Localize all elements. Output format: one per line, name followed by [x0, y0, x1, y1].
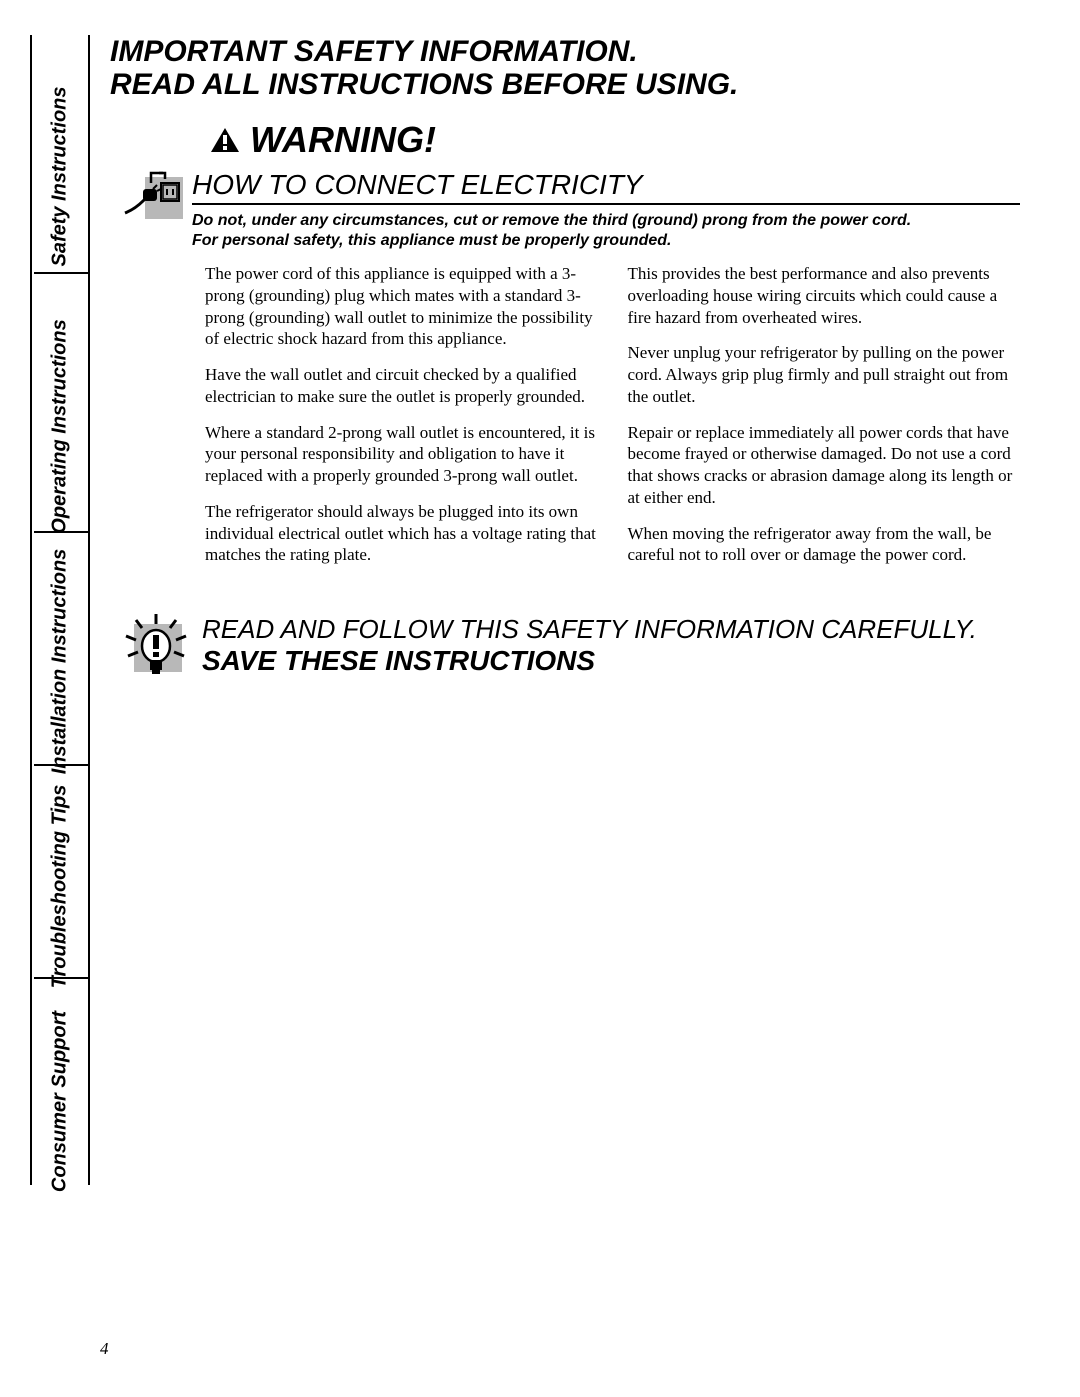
body-paragraph: This provides the best performance and a… — [628, 263, 1021, 328]
body-paragraph: Where a standard 2-prong wall outlet is … — [205, 422, 598, 487]
column-right: This provides the best performance and a… — [628, 263, 1021, 580]
body-paragraph: Never unplug your refrigerator by pullin… — [628, 342, 1021, 407]
save-line-1: READ AND FOLLOW THIS SAFETY INFORMATION … — [202, 615, 1020, 645]
body-columns: The power cord of this appliance is equi… — [205, 263, 1020, 580]
warning-text: WARNING! — [250, 119, 436, 161]
tab-consumer-support: Consumer Support — [49, 1011, 72, 1192]
section-title-electricity: HOW TO CONNECT ELECTRICITY — [192, 169, 1020, 205]
body-paragraph: The power cord of this appliance is equi… — [205, 263, 598, 350]
column-left: The power cord of this appliance is equi… — [205, 263, 598, 580]
tab-operating-instructions: Operating Instructions — [49, 319, 72, 533]
tab-divider — [34, 272, 88, 274]
warning-triangle-icon — [210, 127, 240, 153]
header-line-2: READ ALL INSTRUCTIONS BEFORE USING. — [110, 68, 1020, 101]
section-save-instructions: READ AND FOLLOW THIS SAFETY INFORMATION … — [110, 608, 1020, 684]
tab-troubleshooting-tips: Troubleshooting Tips — [49, 785, 72, 989]
save-line-2: SAVE THESE INSTRUCTIONS — [202, 645, 1020, 677]
page-number: 4 — [100, 1339, 109, 1359]
section-subtitle-1: Do not, under any circumstances, cut or … — [192, 211, 1020, 231]
body-paragraph: Have the wall outlet and circuit checked… — [205, 364, 598, 408]
header-line-1: IMPORTANT SAFETY INFORMATION. — [110, 35, 1020, 68]
tab-divider — [34, 531, 88, 533]
page-content: IMPORTANT SAFETY INFORMATION. READ ALL I… — [110, 35, 1020, 684]
warning-row: WARNING! — [210, 119, 1020, 161]
lightbulb-alert-icon — [110, 608, 202, 684]
section-electricity: HOW TO CONNECT ELECTRICITY Do not, under… — [110, 169, 1020, 251]
tab-divider — [34, 764, 88, 766]
plug-icon — [110, 169, 192, 231]
body-paragraph: The refrigerator should always be plugge… — [205, 501, 598, 566]
page-header: IMPORTANT SAFETY INFORMATION. READ ALL I… — [110, 35, 1020, 101]
tab-divider — [34, 977, 88, 979]
body-paragraph: When moving the refrigerator away from t… — [628, 523, 1021, 567]
tab-safety-instructions: Safety Instructions — [49, 86, 72, 266]
tab-installation-instructions: Installation Instructions — [49, 549, 72, 775]
body-paragraph: Repair or replace immediately all power … — [628, 422, 1021, 509]
sidebar-nav: Safety Instructions Operating Instructio… — [30, 35, 90, 1185]
section-subtitle-2: For personal safety, this appliance must… — [192, 231, 1020, 251]
